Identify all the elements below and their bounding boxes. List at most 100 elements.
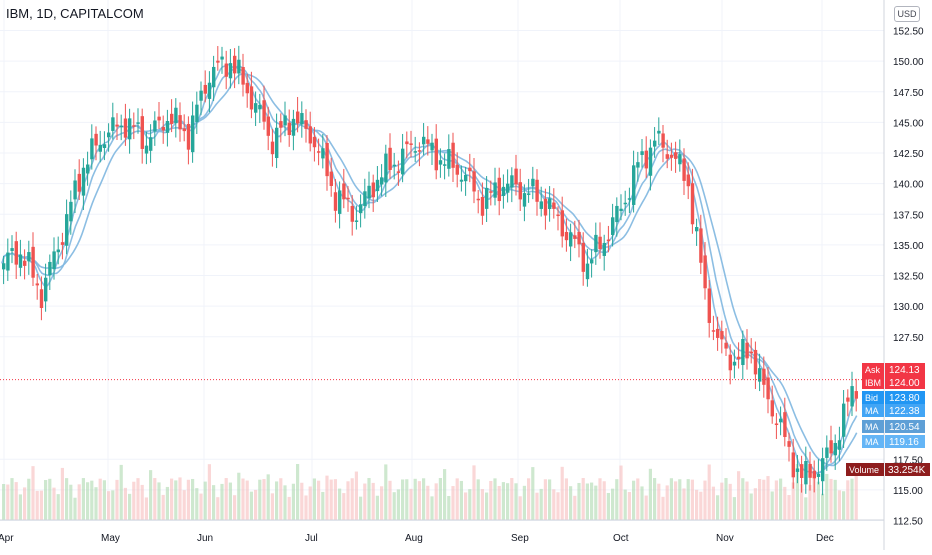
volume-bar: [157, 482, 161, 520]
volume-bar: [804, 497, 808, 520]
volume-bar: [816, 481, 820, 520]
x-tick-label: Jun: [197, 533, 213, 544]
volume-bar: [535, 492, 539, 520]
candle-body: [6, 252, 10, 271]
volume-bar: [619, 465, 623, 520]
candle-body: [350, 205, 354, 222]
volume-bar: [464, 492, 468, 520]
volume-bar: [644, 495, 648, 520]
volume-bar: [31, 466, 35, 520]
volume-bar: [86, 482, 90, 520]
candle-body: [417, 150, 422, 152]
candle-body: [245, 82, 249, 94]
candle-body: [489, 191, 493, 193]
candle-body: [346, 197, 350, 200]
candle-body: [749, 351, 753, 354]
volume-bar: [501, 482, 505, 520]
volume-bar: [333, 479, 337, 520]
candle-body: [779, 418, 783, 423]
volume-bar: [527, 478, 531, 520]
volume-bar: [304, 495, 308, 520]
volume-bar: [758, 479, 762, 520]
candle-body: [590, 259, 594, 264]
volume-bar: [44, 480, 48, 520]
candle-body: [459, 179, 464, 182]
candle-body: [690, 183, 695, 225]
volume-bar: [35, 490, 39, 520]
candle-body: [266, 116, 270, 136]
price-tag-value: 124.13: [889, 365, 920, 376]
volume-bar: [585, 483, 589, 520]
candle-body: [455, 164, 459, 175]
y-tick-label: 142.50: [893, 149, 924, 160]
volume-bar: [73, 497, 77, 520]
candle-body: [23, 260, 27, 266]
volume-bar: [703, 480, 707, 520]
candle-body: [821, 458, 825, 482]
volume-bar: [611, 488, 615, 520]
volume-bar: [18, 494, 22, 520]
candle-body: [212, 66, 216, 88]
candle-body: [275, 127, 279, 159]
volume-bar: [262, 479, 266, 520]
candle-body: [291, 118, 296, 136]
volume-bar: [581, 478, 585, 520]
volume-bar: [241, 478, 245, 520]
candle-body: [766, 377, 770, 400]
volume-bar: [359, 496, 363, 520]
currency-button[interactable]: USD: [894, 6, 920, 22]
candle-body: [363, 191, 367, 207]
candle-body: [18, 254, 23, 268]
volume-bar: [249, 491, 253, 520]
volume-bar: [199, 493, 203, 520]
volume-bar: [266, 474, 270, 520]
candle-body: [56, 249, 60, 253]
ma-line-1: [1, 63, 858, 475]
volume-bar: [312, 478, 316, 520]
candle-body: [10, 248, 14, 251]
candle-body: [149, 137, 153, 151]
volume-bar: [329, 479, 333, 520]
candle-body: [732, 361, 737, 366]
candle-body: [564, 231, 569, 241]
volume-bar: [342, 493, 346, 520]
volume-bar: [254, 489, 258, 520]
candle-body: [375, 179, 380, 192]
candle-body: [842, 403, 846, 437]
candle-body: [98, 144, 102, 152]
volume-bar: [178, 477, 182, 520]
candle-body: [438, 160, 443, 165]
volume-bar: [598, 478, 602, 520]
candle-body: [728, 354, 732, 371]
price-tag-value-bg: [885, 363, 925, 376]
volume-bar: [149, 470, 153, 520]
candle-body: [287, 122, 291, 136]
volume-tag-label: Volume: [849, 465, 879, 475]
volume-bar: [821, 493, 825, 520]
price-tag-value: 123.80: [889, 393, 920, 404]
price-tag-value: 124.00: [889, 378, 920, 389]
volume-bar: [636, 478, 640, 520]
volume-bar: [737, 471, 741, 520]
candle-body: [510, 175, 514, 188]
volume-bar: [443, 469, 447, 520]
volume-bar: [447, 496, 451, 520]
volume-bar: [774, 480, 778, 520]
candle-body: [623, 202, 627, 205]
volume-bar: [800, 484, 804, 520]
volume-bar: [2, 484, 6, 520]
candle-body: [451, 142, 455, 168]
candle-body: [31, 246, 35, 278]
ma-line-3: [1, 72, 858, 467]
volume-bar: [430, 496, 434, 520]
volume-bar: [140, 484, 144, 520]
candle-body: [165, 121, 170, 133]
candle-body: [73, 180, 77, 200]
volume-bar: [111, 490, 115, 520]
candle-body: [241, 67, 245, 85]
volume-bar: [275, 481, 279, 520]
volume-bar: [640, 486, 644, 520]
candle-body: [312, 136, 317, 148]
candle-body: [795, 468, 800, 472]
candle-body: [770, 400, 774, 417]
